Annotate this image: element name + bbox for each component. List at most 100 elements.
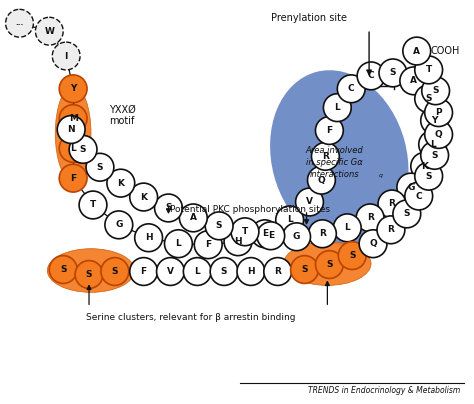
- Circle shape: [135, 224, 163, 252]
- Circle shape: [130, 258, 157, 285]
- Text: S: S: [111, 267, 118, 276]
- Text: TRENDS in Endocrinology & Metabolism: TRENDS in Endocrinology & Metabolism: [308, 386, 460, 395]
- Circle shape: [415, 85, 443, 113]
- Circle shape: [224, 228, 252, 256]
- Circle shape: [359, 230, 387, 258]
- Text: S: S: [432, 86, 439, 95]
- Text: F: F: [70, 174, 76, 183]
- Text: L: L: [194, 267, 200, 276]
- Circle shape: [57, 116, 85, 143]
- Circle shape: [379, 59, 407, 87]
- Text: S: S: [326, 260, 333, 269]
- Text: T: T: [242, 227, 248, 236]
- Circle shape: [405, 182, 433, 210]
- Circle shape: [264, 258, 292, 285]
- Text: Q: Q: [318, 176, 325, 185]
- Text: S: S: [80, 145, 86, 154]
- Text: L: L: [70, 144, 76, 153]
- Text: S: S: [221, 267, 228, 276]
- Text: S: S: [390, 68, 396, 78]
- Circle shape: [411, 152, 438, 180]
- Circle shape: [237, 258, 265, 285]
- Text: N: N: [67, 125, 75, 134]
- Text: R: R: [322, 152, 329, 161]
- Text: Y: Y: [431, 116, 438, 125]
- Text: Q: Q: [369, 239, 377, 248]
- Text: H: H: [247, 267, 255, 276]
- Text: T: T: [426, 65, 432, 74]
- Text: S: S: [97, 163, 103, 172]
- Circle shape: [231, 218, 259, 246]
- Circle shape: [75, 261, 103, 288]
- Text: F: F: [326, 126, 332, 135]
- Circle shape: [183, 258, 211, 285]
- Text: YXXØ
motif: YXXØ motif: [109, 105, 136, 126]
- Circle shape: [425, 120, 453, 148]
- Text: Prenylation site: Prenylation site: [272, 13, 347, 23]
- Circle shape: [419, 130, 447, 158]
- Ellipse shape: [283, 242, 371, 285]
- Text: Potential PKC phosphorylation sites: Potential PKC phosphorylation sites: [170, 206, 330, 215]
- Text: R: R: [389, 200, 395, 208]
- Text: C: C: [368, 72, 374, 80]
- Circle shape: [415, 162, 443, 190]
- Text: S: S: [426, 172, 432, 181]
- Circle shape: [415, 56, 443, 84]
- Text: E: E: [262, 229, 268, 238]
- Text: S: S: [403, 209, 410, 219]
- Circle shape: [86, 154, 114, 181]
- Text: K: K: [140, 193, 147, 202]
- Text: q: q: [379, 173, 383, 178]
- Circle shape: [377, 216, 405, 244]
- Text: A: A: [190, 213, 197, 222]
- Circle shape: [107, 169, 135, 197]
- Text: C: C: [348, 84, 355, 93]
- Circle shape: [357, 62, 385, 90]
- Text: K: K: [421, 162, 428, 171]
- Circle shape: [194, 231, 222, 259]
- Text: R: R: [367, 213, 374, 222]
- Text: F: F: [141, 267, 147, 276]
- Text: S: S: [60, 265, 66, 274]
- Circle shape: [316, 250, 343, 278]
- Circle shape: [164, 230, 192, 258]
- Circle shape: [296, 188, 323, 216]
- Text: COOH: COOH: [431, 46, 460, 56]
- Circle shape: [6, 9, 33, 37]
- Circle shape: [79, 191, 107, 219]
- Circle shape: [156, 258, 184, 285]
- Circle shape: [356, 204, 384, 232]
- Text: L: L: [175, 239, 181, 248]
- Text: S: S: [349, 251, 356, 260]
- Text: Y: Y: [70, 84, 76, 93]
- Text: K: K: [117, 179, 124, 187]
- Text: G: G: [407, 183, 414, 191]
- Circle shape: [400, 67, 428, 95]
- Circle shape: [251, 220, 279, 248]
- Text: S: S: [301, 265, 308, 274]
- Text: S: S: [216, 221, 222, 230]
- Circle shape: [323, 94, 351, 122]
- Text: R: R: [388, 225, 394, 234]
- Circle shape: [308, 166, 335, 194]
- Circle shape: [403, 37, 431, 65]
- Circle shape: [69, 135, 97, 163]
- Circle shape: [378, 190, 406, 218]
- Ellipse shape: [55, 86, 91, 181]
- Circle shape: [101, 258, 129, 285]
- Circle shape: [49, 256, 77, 284]
- Circle shape: [105, 211, 133, 239]
- Circle shape: [210, 258, 238, 285]
- Circle shape: [59, 135, 87, 162]
- Text: I: I: [64, 52, 68, 61]
- Circle shape: [309, 220, 337, 248]
- Text: Q: Q: [435, 130, 443, 139]
- Circle shape: [316, 117, 343, 144]
- Text: Area involved
in specific Gα
interactions: Area involved in specific Gα interaction…: [305, 146, 363, 179]
- Circle shape: [422, 77, 449, 105]
- Text: L: L: [430, 140, 436, 149]
- Ellipse shape: [270, 70, 409, 246]
- Text: S: S: [426, 94, 432, 103]
- Text: P: P: [435, 108, 442, 117]
- Text: S: S: [86, 270, 92, 279]
